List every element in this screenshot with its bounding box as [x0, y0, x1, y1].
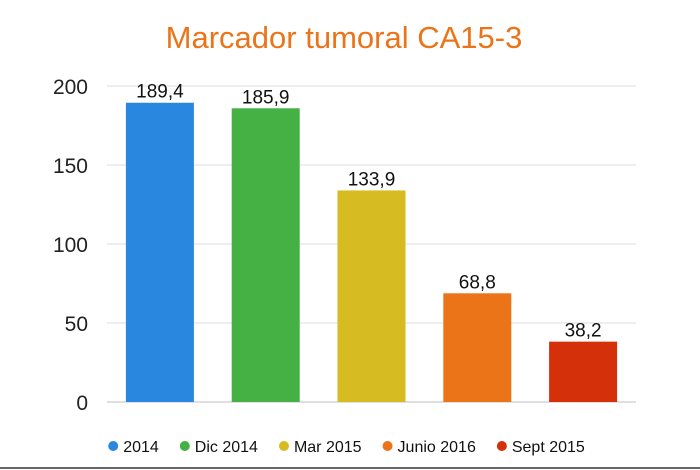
legend-item: Mar 2015: [278, 439, 362, 456]
bar: [125, 102, 194, 403]
legend-label: Junio 2016: [398, 439, 476, 456]
data-label: 68,8: [459, 272, 496, 293]
legend-label: 2014: [123, 439, 159, 456]
y-axis-ticks: 0 50 100 150 200: [53, 76, 88, 415]
legend-label: Dic 2014: [195, 439, 258, 456]
legend-item: 2014: [108, 439, 159, 456]
bar: [231, 108, 300, 402]
bar: [549, 341, 618, 402]
legend-label: Mar 2015: [294, 439, 362, 456]
bar: [337, 190, 406, 402]
y-tick-label: 150: [53, 155, 88, 178]
y-tick-label: 0: [76, 392, 88, 415]
bar: [443, 293, 512, 402]
legend-label: Sept 2015: [512, 439, 585, 456]
data-label: 133,9: [348, 169, 396, 190]
legend-marker-icon: [278, 441, 289, 451]
legend-marker-icon: [496, 441, 507, 451]
legend: 2014 Dic 2014 Mar 2015 Junio 2016 Sept 2015: [108, 439, 585, 456]
data-label: 185,9: [242, 87, 290, 108]
y-tick-label: 200: [53, 76, 88, 99]
legend-item: Junio 2016: [382, 439, 476, 456]
chart-title: Marcador tumoral CA15-3: [166, 20, 523, 55]
y-tick-label: 100: [53, 234, 88, 257]
data-labels: 189,4 185,9 133,9 68,8 38,2: [136, 82, 601, 342]
legend-item: Dic 2014: [179, 439, 258, 456]
legend-marker-icon: [108, 441, 119, 451]
data-label: 189,4: [136, 82, 184, 103]
y-tick-label: 50: [65, 313, 88, 336]
data-label: 38,2: [565, 321, 602, 342]
bars: [125, 102, 618, 403]
legend-marker-icon: [179, 441, 190, 451]
legend-item: Sept 2015: [496, 439, 585, 456]
legend-marker-icon: [382, 441, 393, 451]
